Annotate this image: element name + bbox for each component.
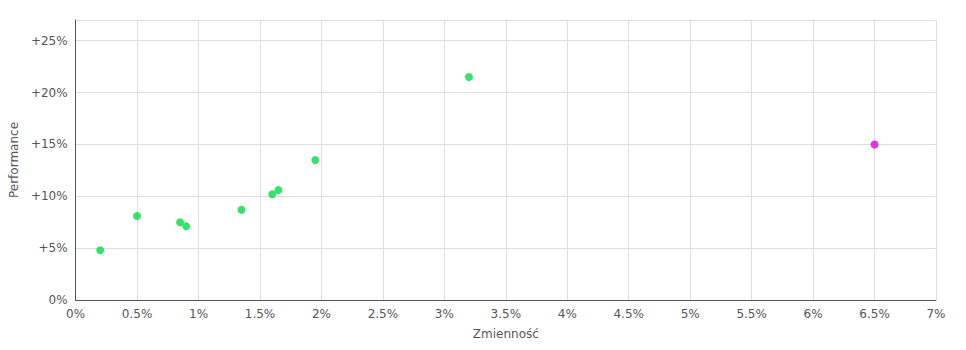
- svg-text:2.5%: 2.5%: [368, 307, 399, 321]
- svg-text:+20%: +20%: [31, 86, 68, 100]
- svg-text:+25%: +25%: [31, 34, 68, 48]
- svg-text:0.5%: 0.5%: [122, 307, 153, 321]
- svg-text:5.5%: 5.5%: [736, 307, 767, 321]
- svg-text:3.5%: 3.5%: [491, 307, 522, 321]
- svg-text:0%: 0%: [66, 307, 85, 321]
- svg-text:+15%: +15%: [31, 137, 68, 151]
- svg-text:+10%: +10%: [31, 189, 68, 203]
- svg-text:4.5%: 4.5%: [613, 307, 644, 321]
- svg-text:2%: 2%: [312, 307, 331, 321]
- svg-text:1%: 1%: [189, 307, 208, 321]
- svg-text:7%: 7%: [926, 307, 945, 321]
- svg-text:5%: 5%: [681, 307, 700, 321]
- svg-text:3%: 3%: [435, 307, 454, 321]
- svg-text:Zmienność: Zmienność: [473, 327, 539, 341]
- svg-text:6.5%: 6.5%: [859, 307, 890, 321]
- svg-text:+5%: +5%: [39, 241, 68, 255]
- svg-text:1.5%: 1.5%: [245, 307, 276, 321]
- svg-text:Performance: Performance: [7, 122, 21, 198]
- svg-text:4%: 4%: [558, 307, 577, 321]
- svg-text:6%: 6%: [804, 307, 823, 321]
- svg-text:0%: 0%: [49, 293, 68, 307]
